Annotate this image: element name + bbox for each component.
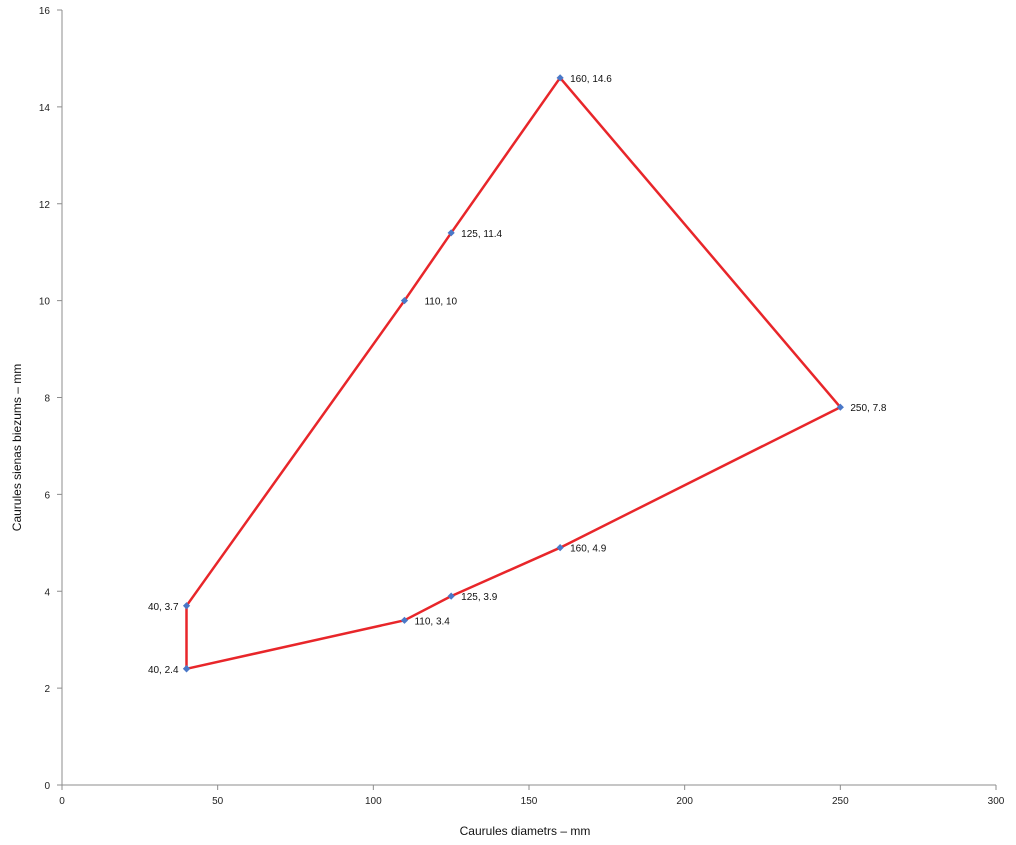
y-axis-title: Caurules sienas biezums – mm [10, 364, 24, 531]
x-tick-label: 250 [832, 796, 849, 807]
data-point-label: 125, 11.4 [461, 229, 502, 240]
y-tick-label: 14 [39, 103, 51, 114]
data-point-label: 125, 3.9 [461, 592, 498, 603]
data-label-group: 40, 2.4 110, 3.4 125, 3.9 160, 4.9 250, 7.8 1… [148, 74, 887, 676]
axes [61, 10, 996, 786]
data-point-marker [182, 665, 191, 673]
x-tick-label: 0 [59, 796, 65, 807]
x-tick-label: 300 [988, 796, 1005, 807]
data-point-label: 110, 3.4 [414, 616, 450, 627]
x-tick-label: 100 [365, 796, 382, 807]
y-tick-label: 0 [44, 781, 50, 792]
data-point-label: 160, 14.6 [570, 74, 612, 85]
data-point-label: 250, 7.8 [850, 403, 887, 414]
x-tick-label: 150 [521, 796, 538, 807]
data-point-label: 160, 4.9 [570, 544, 607, 555]
y-tick-label: 16 [39, 6, 51, 17]
y-tick-label: 12 [39, 200, 51, 211]
tick-group: 0 50 100 150 200 250 300 0 2 4 6 8 10 12 14 16 [39, 6, 1005, 807]
data-point-marker [182, 602, 191, 610]
data-point-marker [400, 297, 409, 305]
series-group [182, 74, 844, 673]
data-point-marker [447, 592, 455, 600]
data-point-label: 110, 10 [424, 297, 457, 308]
data-point-marker [556, 544, 564, 552]
y-tick-label: 8 [44, 394, 50, 405]
y-tick-label: 10 [39, 297, 51, 308]
y-tick-label: 6 [44, 490, 50, 501]
data-point-marker [556, 74, 564, 82]
data-point-label: 40, 2.4 [148, 665, 179, 676]
data-point-marker [447, 229, 455, 237]
data-point-marker [400, 616, 409, 624]
y-tick-label: 2 [44, 684, 50, 695]
x-axis-title: Caurules diametrs – mm [460, 824, 591, 838]
x-tick-label: 50 [212, 796, 224, 807]
data-point-marker [836, 403, 844, 411]
x-tick-label: 200 [676, 796, 693, 807]
data-point-label: 40, 3.7 [148, 602, 179, 613]
y-tick-label: 4 [44, 587, 50, 598]
series-line [185, 76, 842, 671]
